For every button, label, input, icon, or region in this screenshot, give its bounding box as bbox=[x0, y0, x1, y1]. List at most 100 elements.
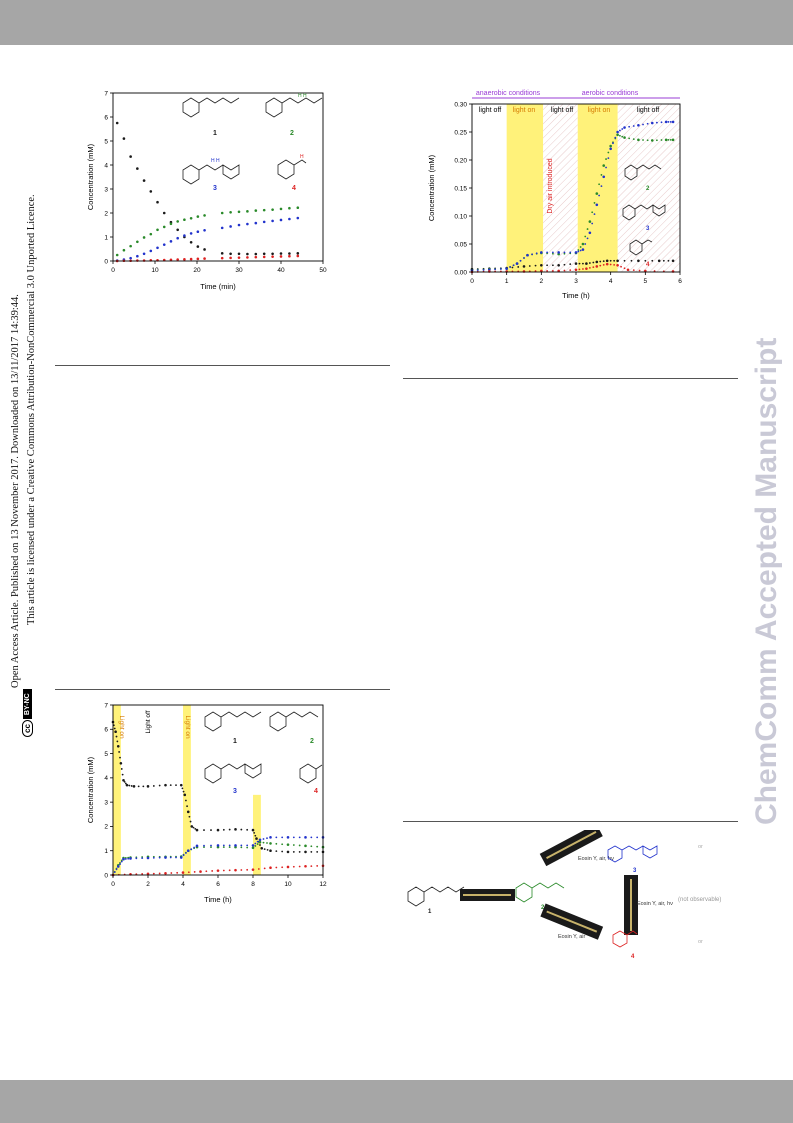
label-compound-1: 1 bbox=[213, 130, 217, 137]
data-point-series-3 bbox=[310, 836, 313, 839]
structure-compound-1 bbox=[204, 711, 262, 732]
data-point-series-4 bbox=[176, 871, 179, 874]
x-tick-label: 20 bbox=[193, 267, 201, 274]
data-point-series-3 bbox=[246, 222, 249, 226]
data-point-series-2 bbox=[595, 192, 599, 195]
light-on-band bbox=[506, 104, 544, 272]
divider-rule bbox=[403, 378, 738, 379]
x-tick-label: 0 bbox=[111, 881, 115, 888]
data-point-series-3 bbox=[281, 836, 284, 839]
data-point-series-2 bbox=[246, 210, 249, 213]
data-point-series-2 bbox=[275, 842, 278, 845]
data-point-series-1 bbox=[667, 259, 670, 262]
data-point-series-2 bbox=[229, 210, 232, 214]
data-point-series-1 bbox=[528, 265, 531, 267]
label-compound-4: 4 bbox=[646, 262, 650, 268]
data-point-series-1 bbox=[142, 179, 146, 182]
data-point-series-2 bbox=[156, 228, 159, 232]
data-point-series-3 bbox=[526, 253, 529, 257]
y-tick-label: 1 bbox=[104, 848, 108, 855]
data-point-series-2 bbox=[609, 144, 612, 148]
data-point-series-3 bbox=[577, 250, 580, 253]
data-point-series-1 bbox=[142, 785, 145, 788]
data-point-series-2 bbox=[623, 136, 626, 139]
data-point-series-3 bbox=[175, 856, 177, 859]
data-point-series-2 bbox=[551, 252, 554, 255]
data-point-series-1 bbox=[582, 262, 584, 265]
data-point-series-2 bbox=[203, 214, 206, 217]
region-label: light off bbox=[551, 107, 573, 114]
data-point-series-1 bbox=[113, 727, 116, 730]
data-point-series-1 bbox=[240, 828, 243, 831]
data-point-series-3 bbox=[482, 269, 485, 271]
data-point-series-4 bbox=[275, 866, 278, 869]
x-tick-label: 2 bbox=[540, 278, 544, 285]
data-point-series-3 bbox=[584, 243, 587, 245]
data-point-series-2 bbox=[304, 844, 307, 848]
data-point-series-3 bbox=[195, 844, 199, 848]
data-point-series-1 bbox=[186, 810, 190, 814]
data-point-series-4 bbox=[229, 256, 232, 260]
data-point-series-4 bbox=[169, 258, 173, 262]
data-point-series-1 bbox=[255, 837, 258, 840]
divider-rule bbox=[403, 821, 738, 822]
data-point-series-2 bbox=[258, 840, 262, 844]
data-point-series-1 bbox=[152, 785, 155, 787]
data-point-series-4 bbox=[620, 265, 622, 268]
data-point-series-3 bbox=[557, 251, 560, 254]
data-point-series-1 bbox=[118, 751, 121, 753]
data-point-series-3 bbox=[119, 863, 121, 865]
data-point-series-1 bbox=[551, 264, 554, 267]
data-point-series-4 bbox=[626, 268, 630, 272]
data-point-series-3 bbox=[609, 147, 612, 151]
data-point-series-3 bbox=[499, 268, 502, 270]
structure-compound-3 bbox=[622, 204, 666, 221]
data-point-series-3 bbox=[183, 234, 186, 237]
data-point-series-2 bbox=[563, 252, 566, 255]
data-point-series-3 bbox=[655, 121, 658, 124]
data-point-series-3 bbox=[546, 251, 549, 254]
light-on-band bbox=[577, 104, 618, 272]
data-point-series-2 bbox=[286, 843, 290, 846]
data-point-series-1 bbox=[569, 263, 572, 266]
y-axis-label: Concentration (mM) bbox=[86, 143, 95, 210]
data-point-series-4 bbox=[281, 866, 284, 869]
data-point-series-2 bbox=[667, 138, 670, 141]
data-point-series-3 bbox=[127, 857, 130, 860]
plot-frame bbox=[112, 92, 324, 262]
data-point-series-4 bbox=[196, 257, 200, 261]
data-point-series-1 bbox=[189, 820, 192, 823]
license-notice[interactable]: This article is licensed under a Creativ… bbox=[26, 194, 37, 625]
data-point-series-4 bbox=[234, 868, 237, 872]
data-point-series-3 bbox=[619, 129, 621, 132]
structure-compound-4 bbox=[299, 763, 323, 784]
data-point-series-3 bbox=[637, 123, 640, 127]
label-compound-4: 4 bbox=[314, 788, 318, 795]
scheme-compound-2 bbox=[515, 882, 565, 903]
data-point-series-1 bbox=[595, 260, 599, 264]
chart-1: 0 10 20 30 40 50 0 1 2 3 4 5 6 7 Time (min) Concentra… bbox=[86, 90, 327, 291]
data-point-series-4 bbox=[269, 866, 272, 870]
data-point-series-3 bbox=[179, 856, 183, 859]
data-point-series-4 bbox=[599, 264, 602, 267]
data-point-series-2 bbox=[577, 249, 580, 251]
data-point-series-1 bbox=[222, 828, 225, 831]
data-point-series-2 bbox=[237, 210, 241, 214]
data-point-series-1 bbox=[296, 252, 300, 255]
data-point-series-3 bbox=[234, 844, 237, 847]
data-point-series-4 bbox=[292, 865, 295, 868]
scheme-compound-4 bbox=[612, 930, 638, 948]
y-tick-label: 2 bbox=[104, 824, 108, 831]
data-point-series-1 bbox=[266, 849, 269, 851]
x-tick-label: 5 bbox=[644, 278, 648, 285]
data-point-series-4 bbox=[569, 269, 572, 272]
data-point-series-3 bbox=[266, 837, 268, 840]
x-tick-label: 2 bbox=[146, 881, 150, 888]
data-point-series-3 bbox=[193, 846, 195, 849]
data-point-series-4 bbox=[237, 256, 241, 259]
y-tick-label: 7 bbox=[104, 702, 108, 709]
data-point-series-2 bbox=[281, 843, 284, 846]
cc-license-badge[interactable]: cc BY-NC bbox=[22, 689, 33, 737]
data-point-series-1 bbox=[286, 850, 290, 854]
data-point-series-1 bbox=[671, 259, 675, 263]
